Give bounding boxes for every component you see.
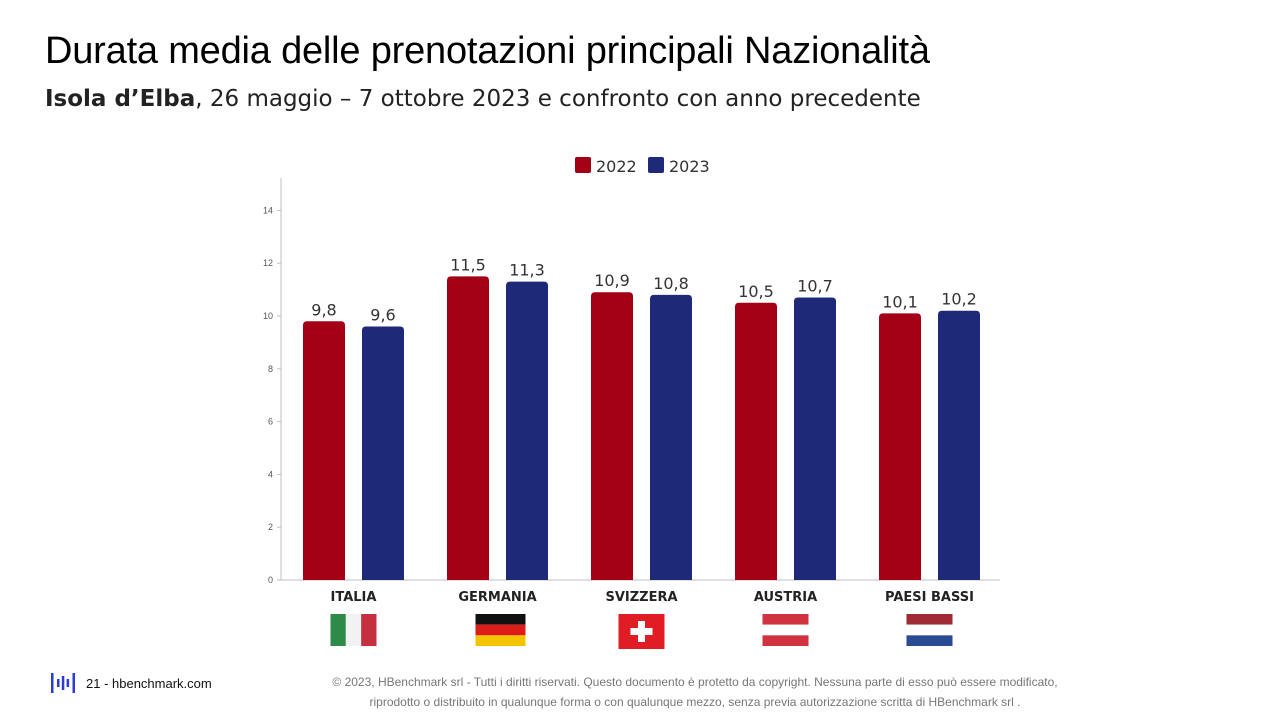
category-label: AUSTRIA: [754, 590, 817, 605]
bar-2022-italia: [303, 321, 345, 580]
page-subtitle: Isola d’Elba, 26 maggio – 7 ottobre 2023…: [45, 86, 921, 112]
data-label: 9,6: [370, 306, 395, 325]
bar-2022-svizzera: [591, 292, 633, 580]
legend-label: 2022: [596, 157, 637, 176]
y-tick-label: 14: [263, 205, 273, 215]
legend-label: 2023: [669, 157, 710, 176]
page-title: Durata media delle prenotazioni principa…: [45, 30, 930, 72]
footer-copyright: © 2023, HBenchmark srl - Tutti i diritti…: [270, 672, 1120, 712]
austria-flag-icon: [762, 614, 809, 646]
category-label: PAESI BASSI: [885, 590, 974, 605]
bar-2023-germania: [506, 281, 548, 580]
data-label: 10,5: [738, 282, 774, 301]
chart-bars: 9,8 9,6 11,5 11,3 10,9 10,8 10,5 10,7 10,1 10,2: [303, 255, 980, 580]
data-label: 11,3: [509, 261, 545, 280]
subtitle-location: Isola d’Elba: [45, 86, 196, 112]
y-tick-label: 4: [268, 469, 273, 479]
category-label: GERMANIA: [458, 590, 536, 605]
hbenchmark-logo-icon: [51, 673, 75, 693]
data-label: 10,8: [653, 274, 689, 293]
germany-flag-icon: [475, 614, 526, 646]
data-label: 10,2: [941, 290, 977, 309]
bar-2023-svizzera: [650, 294, 692, 580]
legend-swatch-2023: [648, 157, 664, 173]
y-tick-label: 12: [263, 258, 273, 268]
data-label: 10,9: [594, 271, 630, 290]
y-tick-label: 10: [263, 311, 273, 321]
italy-flag-icon: [330, 614, 377, 646]
copyright-line-1: © 2023, HBenchmark srl - Tutti i diritti…: [332, 675, 1058, 689]
chart-legend: 2022 2023: [575, 157, 710, 176]
category-label: ITALIA: [331, 590, 377, 605]
data-label: 11,5: [450, 255, 486, 274]
bar-2023-paesi-bassi: [938, 310, 980, 580]
bar-2023-italia: [362, 326, 404, 580]
legend-swatch-2022: [575, 157, 591, 173]
data-label: 9,8: [311, 300, 336, 319]
category-labels: ITALIA GERMANIA SVIZZERA AUSTRIA PAESI BASSI: [331, 590, 974, 605]
subtitle-period: , 26 maggio – 7 ottobre 2023 e confronto…: [195, 86, 921, 112]
y-tick-label: 0: [268, 575, 273, 585]
y-tick-label: 8: [268, 364, 273, 374]
footer-page-number: 21 - hbenchmark.com: [86, 676, 212, 691]
flags: [330, 614, 953, 649]
category-label: SVIZZERA: [605, 590, 677, 605]
bar-2022-paesi-bassi: [879, 313, 921, 580]
data-label: 10,7: [797, 277, 833, 296]
switzerland-flag-icon: [618, 614, 665, 649]
netherlands-flag-icon: [906, 614, 953, 646]
bar-2023-austria: [794, 297, 836, 580]
bar-2022-austria: [735, 302, 777, 580]
y-tick-label: 2: [268, 522, 273, 532]
data-label: 10,1: [882, 292, 918, 311]
bar-2022-germania: [447, 276, 489, 580]
y-tick-label: 6: [268, 417, 273, 427]
copyright-line-2: riprodotto o distribuito in qualunque fo…: [369, 695, 1021, 709]
